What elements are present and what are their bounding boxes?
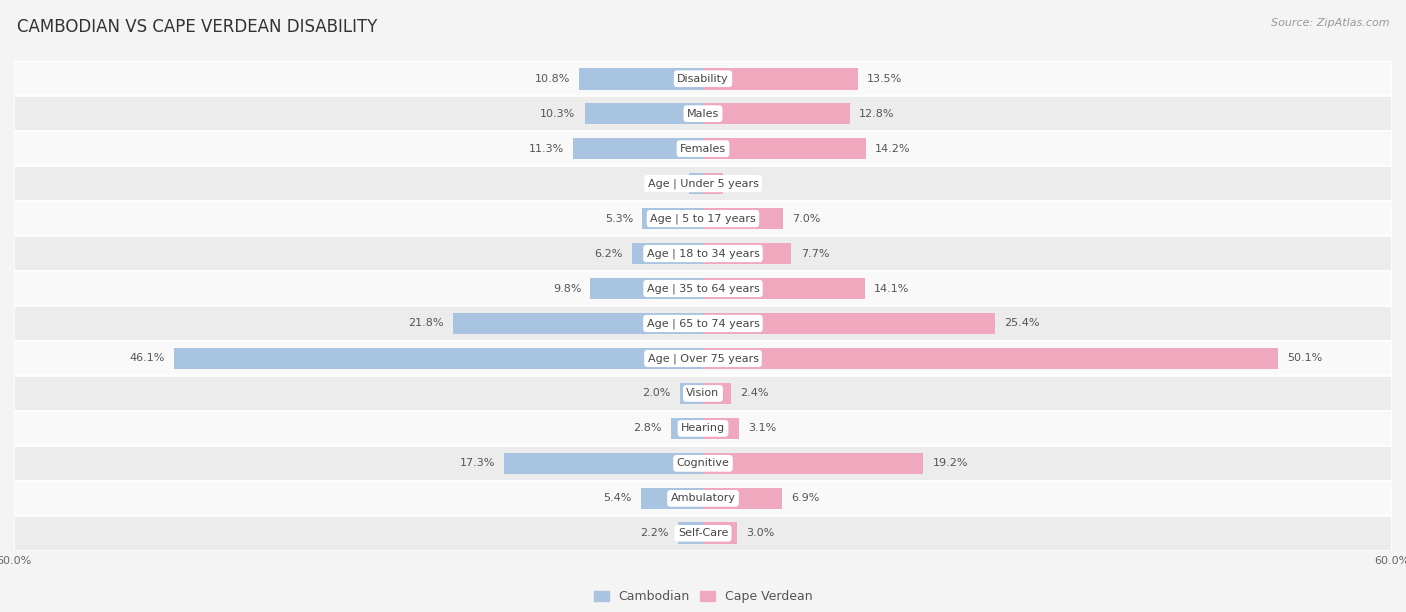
Bar [681, 382, 703, 405]
Bar [585, 103, 703, 124]
Bar [453, 313, 703, 334]
Bar [703, 138, 866, 160]
Text: Females: Females [681, 144, 725, 154]
Text: 5.3%: 5.3% [605, 214, 633, 223]
Text: Disability: Disability [678, 73, 728, 84]
Bar [703, 243, 792, 264]
Text: Age | Over 75 years: Age | Over 75 years [648, 353, 758, 364]
Bar [14, 201, 1392, 236]
Bar [14, 516, 1392, 551]
Text: 3.0%: 3.0% [747, 528, 775, 539]
Text: CAMBODIAN VS CAPE VERDEAN DISABILITY: CAMBODIAN VS CAPE VERDEAN DISABILITY [17, 18, 377, 36]
Bar [174, 348, 703, 369]
Bar [14, 446, 1392, 481]
Bar [703, 207, 783, 230]
Bar [703, 313, 994, 334]
Text: 14.1%: 14.1% [875, 283, 910, 294]
Text: 2.4%: 2.4% [740, 389, 768, 398]
Text: 1.2%: 1.2% [651, 179, 681, 188]
Text: 2.0%: 2.0% [643, 389, 671, 398]
Text: Age | 5 to 17 years: Age | 5 to 17 years [650, 214, 756, 224]
Text: 10.3%: 10.3% [540, 109, 575, 119]
Bar [505, 452, 703, 474]
Bar [703, 278, 865, 299]
Text: 21.8%: 21.8% [408, 318, 443, 329]
Text: Self-Care: Self-Care [678, 528, 728, 539]
Bar [703, 68, 858, 89]
Bar [14, 341, 1392, 376]
Text: 7.7%: 7.7% [800, 248, 830, 258]
Bar [703, 382, 731, 405]
Text: Vision: Vision [686, 389, 720, 398]
Bar [579, 68, 703, 89]
Text: 5.4%: 5.4% [603, 493, 631, 503]
Bar [574, 138, 703, 160]
Bar [14, 411, 1392, 446]
Text: Age | 35 to 64 years: Age | 35 to 64 years [647, 283, 759, 294]
Bar [703, 523, 738, 544]
Text: 11.3%: 11.3% [529, 144, 564, 154]
Bar [591, 278, 703, 299]
Text: 6.9%: 6.9% [792, 493, 820, 503]
Bar [14, 236, 1392, 271]
Text: 3.1%: 3.1% [748, 424, 776, 433]
Text: 9.8%: 9.8% [553, 283, 581, 294]
Bar [703, 173, 723, 195]
Bar [14, 376, 1392, 411]
Bar [689, 173, 703, 195]
Text: 7.0%: 7.0% [793, 214, 821, 223]
Bar [14, 166, 1392, 201]
Bar [14, 61, 1392, 96]
Text: Source: ZipAtlas.com: Source: ZipAtlas.com [1271, 18, 1389, 28]
Bar [703, 417, 738, 439]
Text: 14.2%: 14.2% [875, 144, 911, 154]
Bar [641, 488, 703, 509]
Text: Hearing: Hearing [681, 424, 725, 433]
Text: 50.1%: 50.1% [1288, 354, 1323, 364]
Bar [703, 103, 851, 124]
Text: Age | 65 to 74 years: Age | 65 to 74 years [647, 318, 759, 329]
Text: 13.5%: 13.5% [868, 73, 903, 84]
Text: Ambulatory: Ambulatory [671, 493, 735, 503]
Bar [631, 243, 703, 264]
Text: 19.2%: 19.2% [932, 458, 969, 468]
Text: 2.2%: 2.2% [640, 528, 669, 539]
Bar [703, 348, 1278, 369]
Text: 6.2%: 6.2% [595, 248, 623, 258]
Legend: Cambodian, Cape Verdean: Cambodian, Cape Verdean [589, 585, 817, 608]
Text: 25.4%: 25.4% [1004, 318, 1039, 329]
Bar [14, 306, 1392, 341]
Text: 2.8%: 2.8% [633, 424, 662, 433]
Bar [14, 131, 1392, 166]
Text: 12.8%: 12.8% [859, 109, 894, 119]
Text: Age | Under 5 years: Age | Under 5 years [648, 178, 758, 189]
Text: Males: Males [688, 109, 718, 119]
Bar [703, 488, 782, 509]
Text: 46.1%: 46.1% [129, 354, 165, 364]
Bar [678, 523, 703, 544]
Bar [643, 207, 703, 230]
Text: 17.3%: 17.3% [460, 458, 495, 468]
Text: 10.8%: 10.8% [534, 73, 569, 84]
Bar [671, 417, 703, 439]
Text: Age | 18 to 34 years: Age | 18 to 34 years [647, 248, 759, 259]
Text: 1.7%: 1.7% [731, 179, 761, 188]
Bar [14, 481, 1392, 516]
Bar [703, 452, 924, 474]
Bar [14, 96, 1392, 131]
Text: Cognitive: Cognitive [676, 458, 730, 468]
Bar [14, 271, 1392, 306]
